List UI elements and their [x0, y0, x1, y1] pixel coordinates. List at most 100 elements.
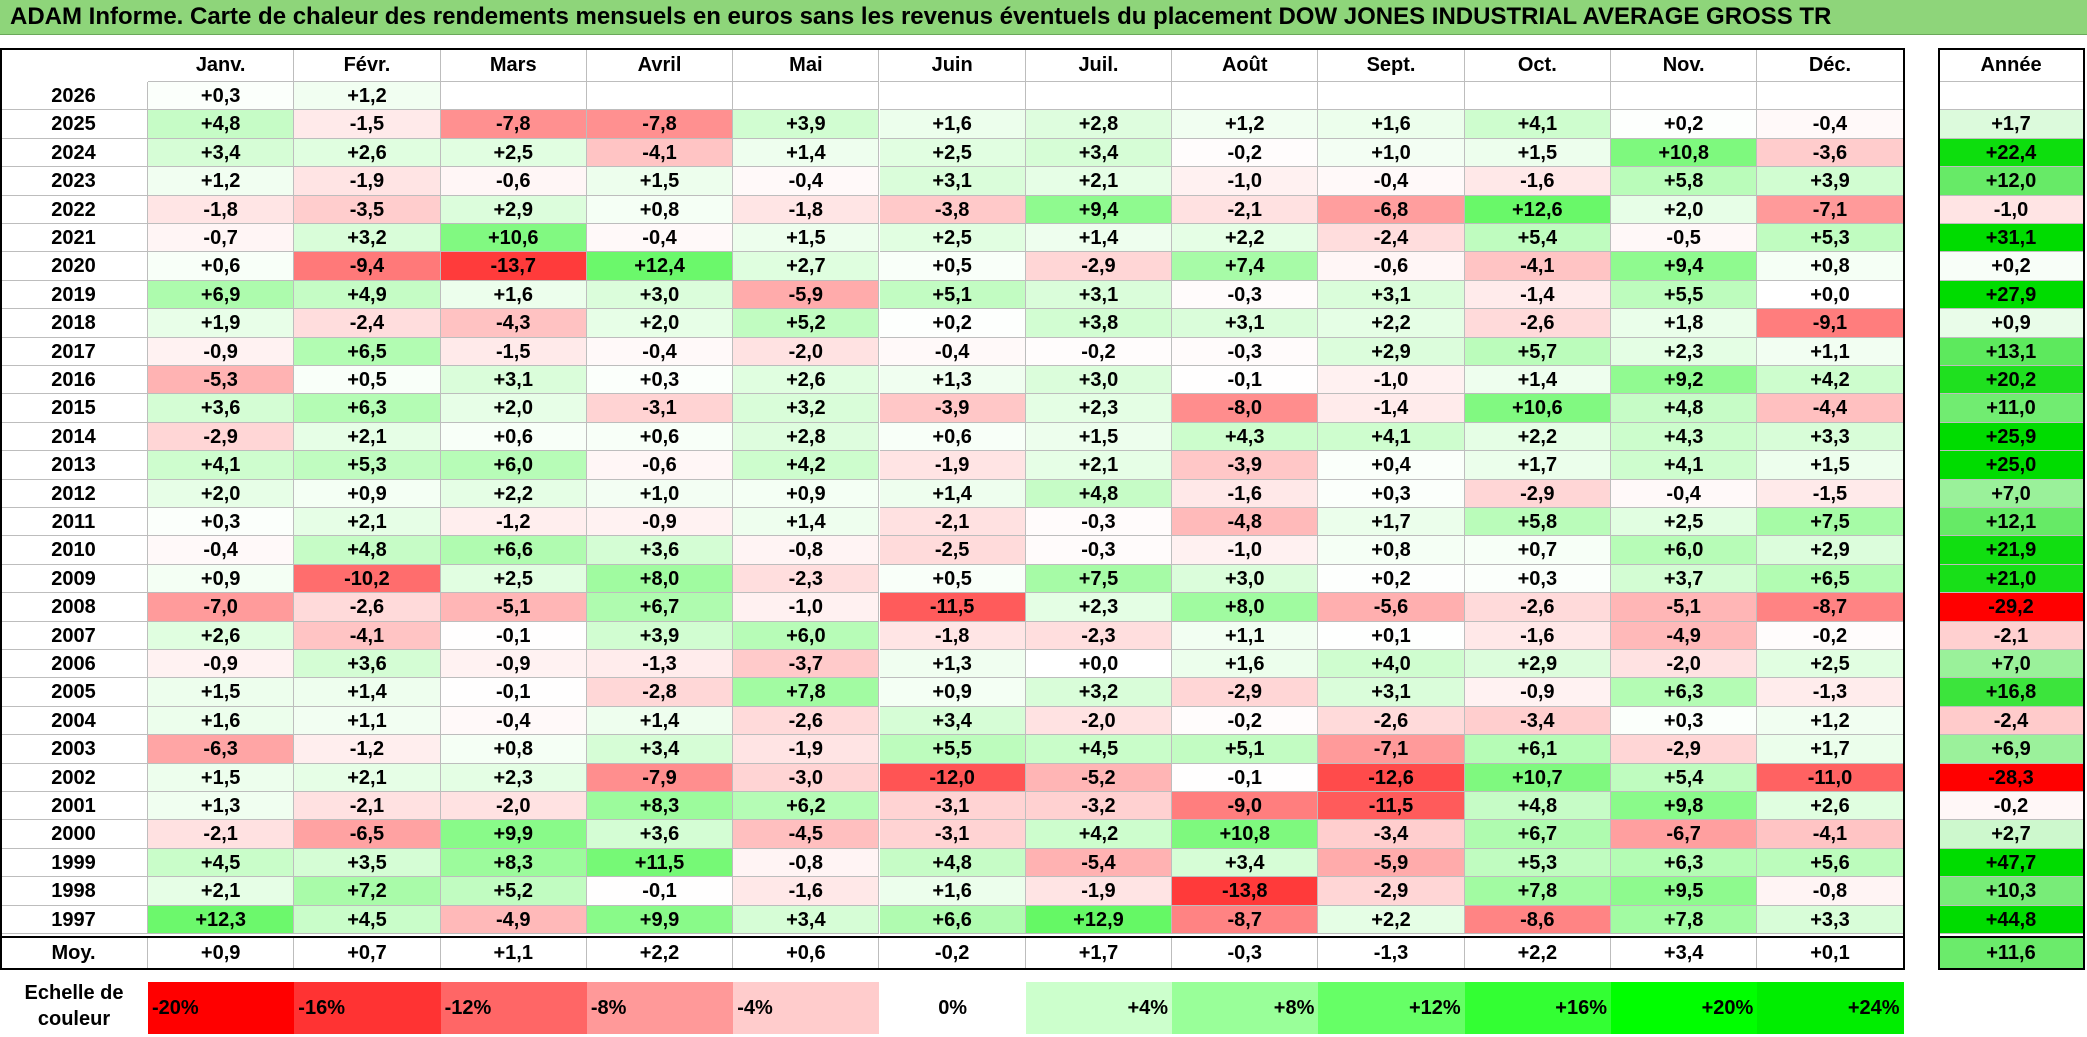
heatmap-cell: +1,5	[733, 224, 880, 253]
heatmap-cell: +9,9	[586, 905, 734, 934]
year-label: 2018	[0, 309, 148, 338]
heatmap-cell: +4,8	[294, 536, 441, 565]
heatmap-cell: -6,3	[148, 735, 295, 764]
heatmap-cell: -7,0	[148, 593, 295, 622]
heatmap-cell: +1,8	[1611, 309, 1758, 338]
heatmap-cell: -8,7	[1757, 593, 1904, 622]
annual-average-separator	[1938, 936, 2084, 938]
heatmap-cell: -2,0	[733, 337, 880, 366]
average-cell: +1,1	[440, 937, 587, 969]
heatmap-cell: -1,5	[440, 337, 587, 366]
heatmap-cell: +3,2	[733, 394, 880, 423]
heatmap-cell: -0,2	[1172, 138, 1319, 168]
heatmap-cell: +3,1	[1172, 309, 1319, 338]
heatmap-cell: -8,6	[1464, 905, 1611, 934]
heatmap-cell: -2,6	[1464, 309, 1611, 338]
annual-cell: +2,7	[1938, 820, 2084, 849]
heatmap-cell: +4,8	[148, 110, 295, 139]
heatmap-cell: -7,1	[1757, 195, 1904, 224]
color-scale-stop: -8%	[586, 982, 734, 1034]
heatmap-cell: -5,1	[1611, 593, 1758, 622]
heatmap-cell: -3,1	[879, 792, 1026, 821]
color-scale-stop: +16%	[1464, 982, 1611, 1034]
average-cell: +2,2	[586, 937, 734, 969]
heatmap-cell: -1,8	[148, 195, 295, 224]
month-header: Janv.	[148, 48, 295, 82]
heatmap-cell: +10,7	[1464, 763, 1611, 792]
color-scale-stop: +4%	[1025, 982, 1173, 1034]
average-cell: +2,2	[1464, 937, 1611, 969]
heatmap-cell: -4,1	[586, 138, 734, 168]
heatmap-cell: +1,9	[148, 309, 295, 338]
heatmap-cell: +4,2	[1025, 820, 1173, 849]
heatmap-cell: +6,7	[1464, 820, 1611, 849]
heatmap-cell: -5,2	[1025, 763, 1173, 792]
annual-cell: +22,4	[1938, 138, 2084, 168]
heatmap-cell: +2,2	[1318, 905, 1465, 934]
heatmap-cell: +0,0	[1757, 280, 1904, 310]
heatmap-cell: +3,2	[1025, 678, 1173, 707]
heatmap-cell: +1,7	[1757, 735, 1904, 764]
heatmap-cell: +6,0	[733, 621, 880, 650]
annual-cell: +47,7	[1938, 848, 2084, 878]
heatmap-cell: -2,9	[1025, 252, 1173, 281]
year-label: 2005	[0, 678, 148, 707]
heatmap-cell: +9,8	[1611, 792, 1758, 821]
heatmap-cell: +4,1	[1318, 422, 1465, 452]
heatmap-cell: -13,7	[440, 252, 587, 281]
heatmap-cell: -0,4	[586, 224, 734, 253]
heatmap-cell: +3,1	[879, 167, 1026, 196]
heatmap-cell: +2,5	[879, 224, 1026, 253]
heatmap-cell: +3,5	[294, 848, 441, 878]
heatmap-cell: +4,8	[1464, 792, 1611, 821]
heatmap-cell: -11,0	[1757, 763, 1904, 792]
heatmap-cell: -2,0	[440, 792, 587, 821]
heatmap-cell: +3,9	[586, 621, 734, 650]
annual-header: Année	[1938, 48, 2084, 82]
heatmap-cell: -2,9	[1172, 678, 1319, 707]
heatmap-cell: -6,7	[1611, 820, 1758, 849]
annual-cell: -29,2	[1938, 593, 2084, 622]
heatmap-cell: -4,1	[294, 621, 441, 650]
year-label: 2000	[0, 820, 148, 849]
heatmap-cell	[1611, 82, 1758, 111]
heatmap-cell: +0,0	[1025, 650, 1173, 679]
heatmap-cell: +2,0	[1611, 195, 1758, 224]
heatmap-cell: +5,6	[1757, 848, 1904, 878]
year-label: 2021	[0, 224, 148, 253]
average-separator	[0, 936, 1904, 938]
heatmap-cell: +2,6	[148, 621, 295, 650]
heatmap-cell: +2,2	[1464, 422, 1611, 452]
heatmap-cell: -11,5	[1318, 792, 1465, 821]
heatmap-cell: -3,4	[1464, 706, 1611, 736]
heatmap-cell: +0,9	[148, 564, 295, 594]
heatmap-cell: -1,8	[733, 195, 880, 224]
heatmap-cell: -4,8	[1172, 508, 1319, 537]
average-cell: +3,4	[1611, 937, 1758, 969]
heatmap-cell: +0,9	[879, 678, 1026, 707]
heatmap-cell: +1,0	[1318, 138, 1465, 168]
heatmap-cell: +1,5	[586, 167, 734, 196]
year-label: 2001	[0, 792, 148, 821]
annual-cell: +7,0	[1938, 650, 2084, 679]
heatmap-cell: -0,7	[148, 224, 295, 253]
heatmap-cell: +0,6	[879, 422, 1026, 452]
annual-cell	[1938, 82, 2084, 111]
year-label: 2010	[0, 536, 148, 565]
month-header: Août	[1172, 48, 1319, 82]
heatmap-cell	[1757, 82, 1904, 111]
heatmap-cell: +4,1	[1611, 451, 1758, 480]
heatmap-cell: +1,5	[148, 678, 295, 707]
heatmap-cell: -0,6	[586, 451, 734, 480]
heatmap-cell: +6,3	[1611, 678, 1758, 707]
year-label: 1999	[0, 848, 148, 878]
heatmap-cell: -1,5	[294, 110, 441, 139]
year-label: 2016	[0, 366, 148, 395]
heatmap-cell: -0,4	[440, 706, 587, 736]
color-scale-label: Echelle de couleur	[24, 982, 124, 1030]
heatmap-cell: +3,6	[148, 394, 295, 423]
heatmap-cell: -0,4	[1318, 167, 1465, 196]
heatmap-cell: +1,4	[586, 706, 734, 736]
year-label: 2006	[0, 650, 148, 679]
heatmap-cell: -0,4	[733, 167, 880, 196]
